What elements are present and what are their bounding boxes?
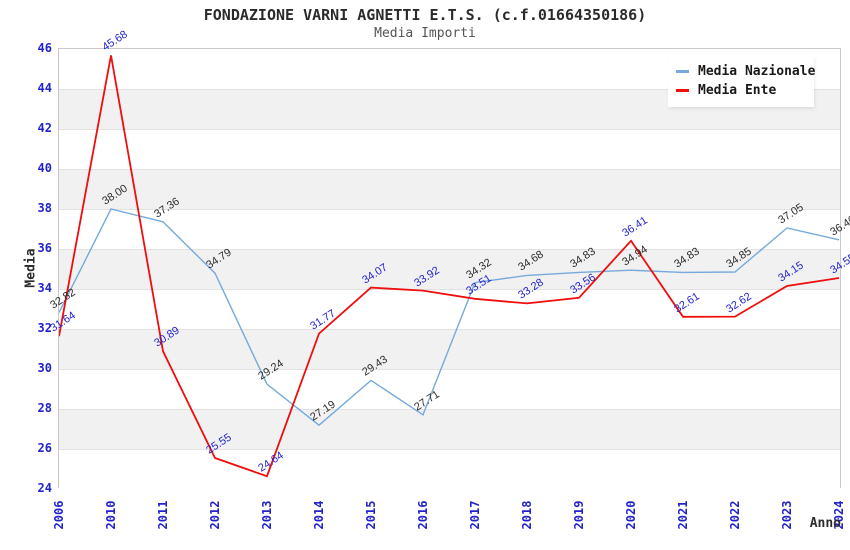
y-tick-label: 42 <box>37 121 52 135</box>
y-tick-label: 38 <box>37 201 52 215</box>
series-lines <box>59 55 840 478</box>
gridline <box>59 329 840 330</box>
gridline <box>59 89 840 90</box>
x-tick-label: 2020 <box>624 500 638 530</box>
x-tick-label: 2017 <box>468 500 482 530</box>
gridline <box>59 169 840 170</box>
plot-band <box>59 369 840 409</box>
x-tick-label: 2018 <box>520 500 534 530</box>
x-tick-label: 2010 <box>104 500 118 530</box>
legend-label-media-ente: Media Ente <box>698 83 777 98</box>
x-tick-label: 2014 <box>312 500 326 530</box>
y-tick-label: 44 <box>37 81 52 95</box>
x-tick-label: 2022 <box>728 500 742 530</box>
gridline <box>59 449 840 450</box>
plot-area <box>58 48 841 489</box>
gridline <box>59 369 840 370</box>
y-tick-label: 26 <box>37 441 52 455</box>
y-tick-label: 28 <box>37 401 52 415</box>
x-axis-title: Anno <box>809 516 841 531</box>
x-tick-label: 2021 <box>676 500 690 530</box>
y-tick-label: 24 <box>37 481 52 495</box>
y-tick-label: 30 <box>37 361 52 375</box>
x-tick-label: 2011 <box>156 500 170 530</box>
plot-band <box>59 169 840 209</box>
x-tick-label: 2016 <box>416 500 430 530</box>
y-tick-label: 40 <box>37 161 52 175</box>
gridline <box>59 289 840 290</box>
x-tick-label: 2015 <box>364 500 378 530</box>
plot-band <box>59 209 840 249</box>
y-tick-label: 46 <box>37 41 52 55</box>
series-line-media-ente <box>59 55 840 478</box>
legend-item-media-nazionale: Media Nazionale <box>676 62 815 81</box>
y-tick-label: 36 <box>37 241 52 255</box>
chart-subtitle: Media Importi <box>374 26 476 41</box>
plot-band <box>59 249 840 289</box>
y-tick-label: 32 <box>37 321 52 335</box>
legend-swatch-media-nazionale-icon <box>676 70 689 73</box>
gridline <box>59 209 840 210</box>
chart-title: FONDAZIONE VARNI AGNETTI E.T.S. (c.f.016… <box>203 6 647 24</box>
gridline <box>59 249 840 250</box>
x-tick-label: 2013 <box>260 500 274 530</box>
plot-band <box>59 409 840 449</box>
series-line-media-nazionale <box>59 208 840 427</box>
x-tick-label: 2012 <box>208 500 222 530</box>
x-tick-label: 2023 <box>780 500 794 530</box>
legend-swatch-media-ente-icon <box>676 89 689 92</box>
gridline <box>59 129 840 130</box>
plot-band <box>59 129 840 169</box>
x-tick-label: 2006 <box>52 500 66 530</box>
plot-band <box>59 449 840 489</box>
gridline <box>59 409 840 410</box>
y-tick-label: 34 <box>37 281 52 295</box>
legend: Media Nazionale Media Ente <box>668 56 815 107</box>
legend-label-media-nazionale: Media Nazionale <box>698 64 816 79</box>
legend-item-media-ente: Media Ente <box>676 81 806 100</box>
x-tick-label: 2019 <box>572 500 586 530</box>
